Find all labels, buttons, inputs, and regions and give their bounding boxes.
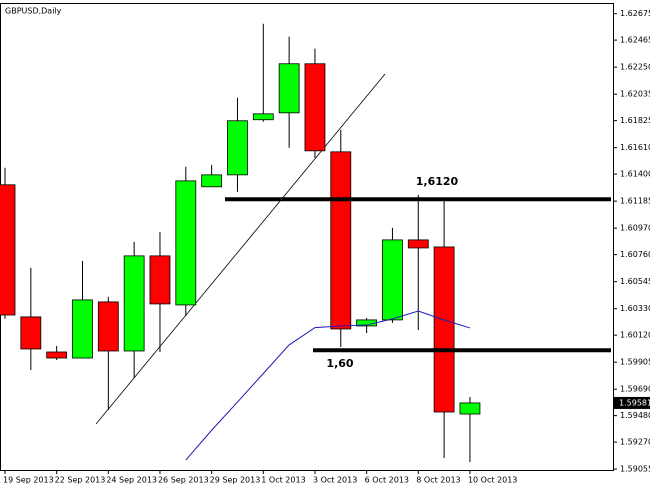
candle-body bbox=[149, 255, 171, 305]
candle-body bbox=[123, 255, 145, 352]
last-price-box bbox=[614, 396, 650, 409]
candle-body bbox=[459, 402, 481, 415]
x-tick-label: 10 Oct 2013 bbox=[468, 476, 517, 485]
y-tick-label: 1.59690 bbox=[620, 385, 650, 394]
chart-title: GBPUSD,Daily bbox=[5, 7, 62, 16]
candle-body bbox=[330, 151, 352, 330]
y-tick-label: 1.61825 bbox=[620, 116, 650, 125]
candle-body bbox=[433, 246, 455, 413]
x-tick-label: 1 Oct 2013 bbox=[261, 476, 305, 485]
y-tick-label: 1.60120 bbox=[620, 331, 650, 340]
y-tick-label: 1.61185 bbox=[620, 197, 650, 206]
candle-body bbox=[278, 63, 300, 114]
y-tick-label: 1.60760 bbox=[620, 250, 650, 259]
x-tick-label: 19 Sep 2013 bbox=[3, 476, 54, 485]
moving-average bbox=[185, 310, 471, 461]
x-tick-label: 29 Sep 2013 bbox=[210, 476, 261, 485]
x-tick-label: 24 Sep 2013 bbox=[106, 476, 157, 485]
y-tick-label: 1.62250 bbox=[620, 63, 650, 72]
x-tick-label: 22 Sep 2013 bbox=[55, 476, 106, 485]
y-tick-label: 1.60330 bbox=[620, 304, 650, 313]
y-tick-label: 1.62035 bbox=[620, 90, 650, 99]
candle-body bbox=[304, 63, 326, 152]
x-tick-label: 3 Oct 2013 bbox=[313, 476, 357, 485]
y-tick-label: 1.62675 bbox=[620, 9, 650, 18]
candle-body bbox=[97, 301, 119, 352]
candle-body bbox=[72, 299, 93, 359]
candle-body bbox=[175, 180, 197, 306]
y-tick-label: 1.61400 bbox=[620, 170, 650, 179]
candle-body bbox=[201, 174, 223, 188]
y-tick-label: 1.59905 bbox=[620, 358, 650, 367]
y-tick-label: 1.59270 bbox=[620, 438, 650, 447]
level-label: 1,60 bbox=[326, 357, 353, 370]
y-tick-label: 1.62465 bbox=[620, 36, 650, 45]
y-tick-label: 1.61610 bbox=[620, 143, 650, 152]
y-tick-label: 1.60545 bbox=[620, 277, 650, 286]
y-tick-label: 1.59480 bbox=[620, 411, 650, 420]
y-tick-label: 1.59055 bbox=[620, 465, 650, 474]
x-tick-label: 26 Sep 2013 bbox=[158, 476, 209, 485]
candle-body bbox=[20, 316, 42, 350]
candle-body bbox=[46, 351, 68, 359]
x-tick-label: 8 Oct 2013 bbox=[416, 476, 460, 485]
candle-body bbox=[252, 113, 274, 121]
last-price-label: 1.59581 bbox=[619, 398, 650, 407]
candle-body bbox=[382, 239, 403, 321]
candle-body bbox=[407, 239, 429, 249]
candle-body bbox=[0, 184, 16, 316]
trend-line bbox=[95, 73, 386, 425]
candle-body bbox=[227, 120, 248, 176]
y-tick-label: 1.60970 bbox=[620, 224, 650, 233]
x-tick-label: 6 Oct 2013 bbox=[365, 476, 409, 485]
level-label: 1,6120 bbox=[416, 175, 459, 188]
